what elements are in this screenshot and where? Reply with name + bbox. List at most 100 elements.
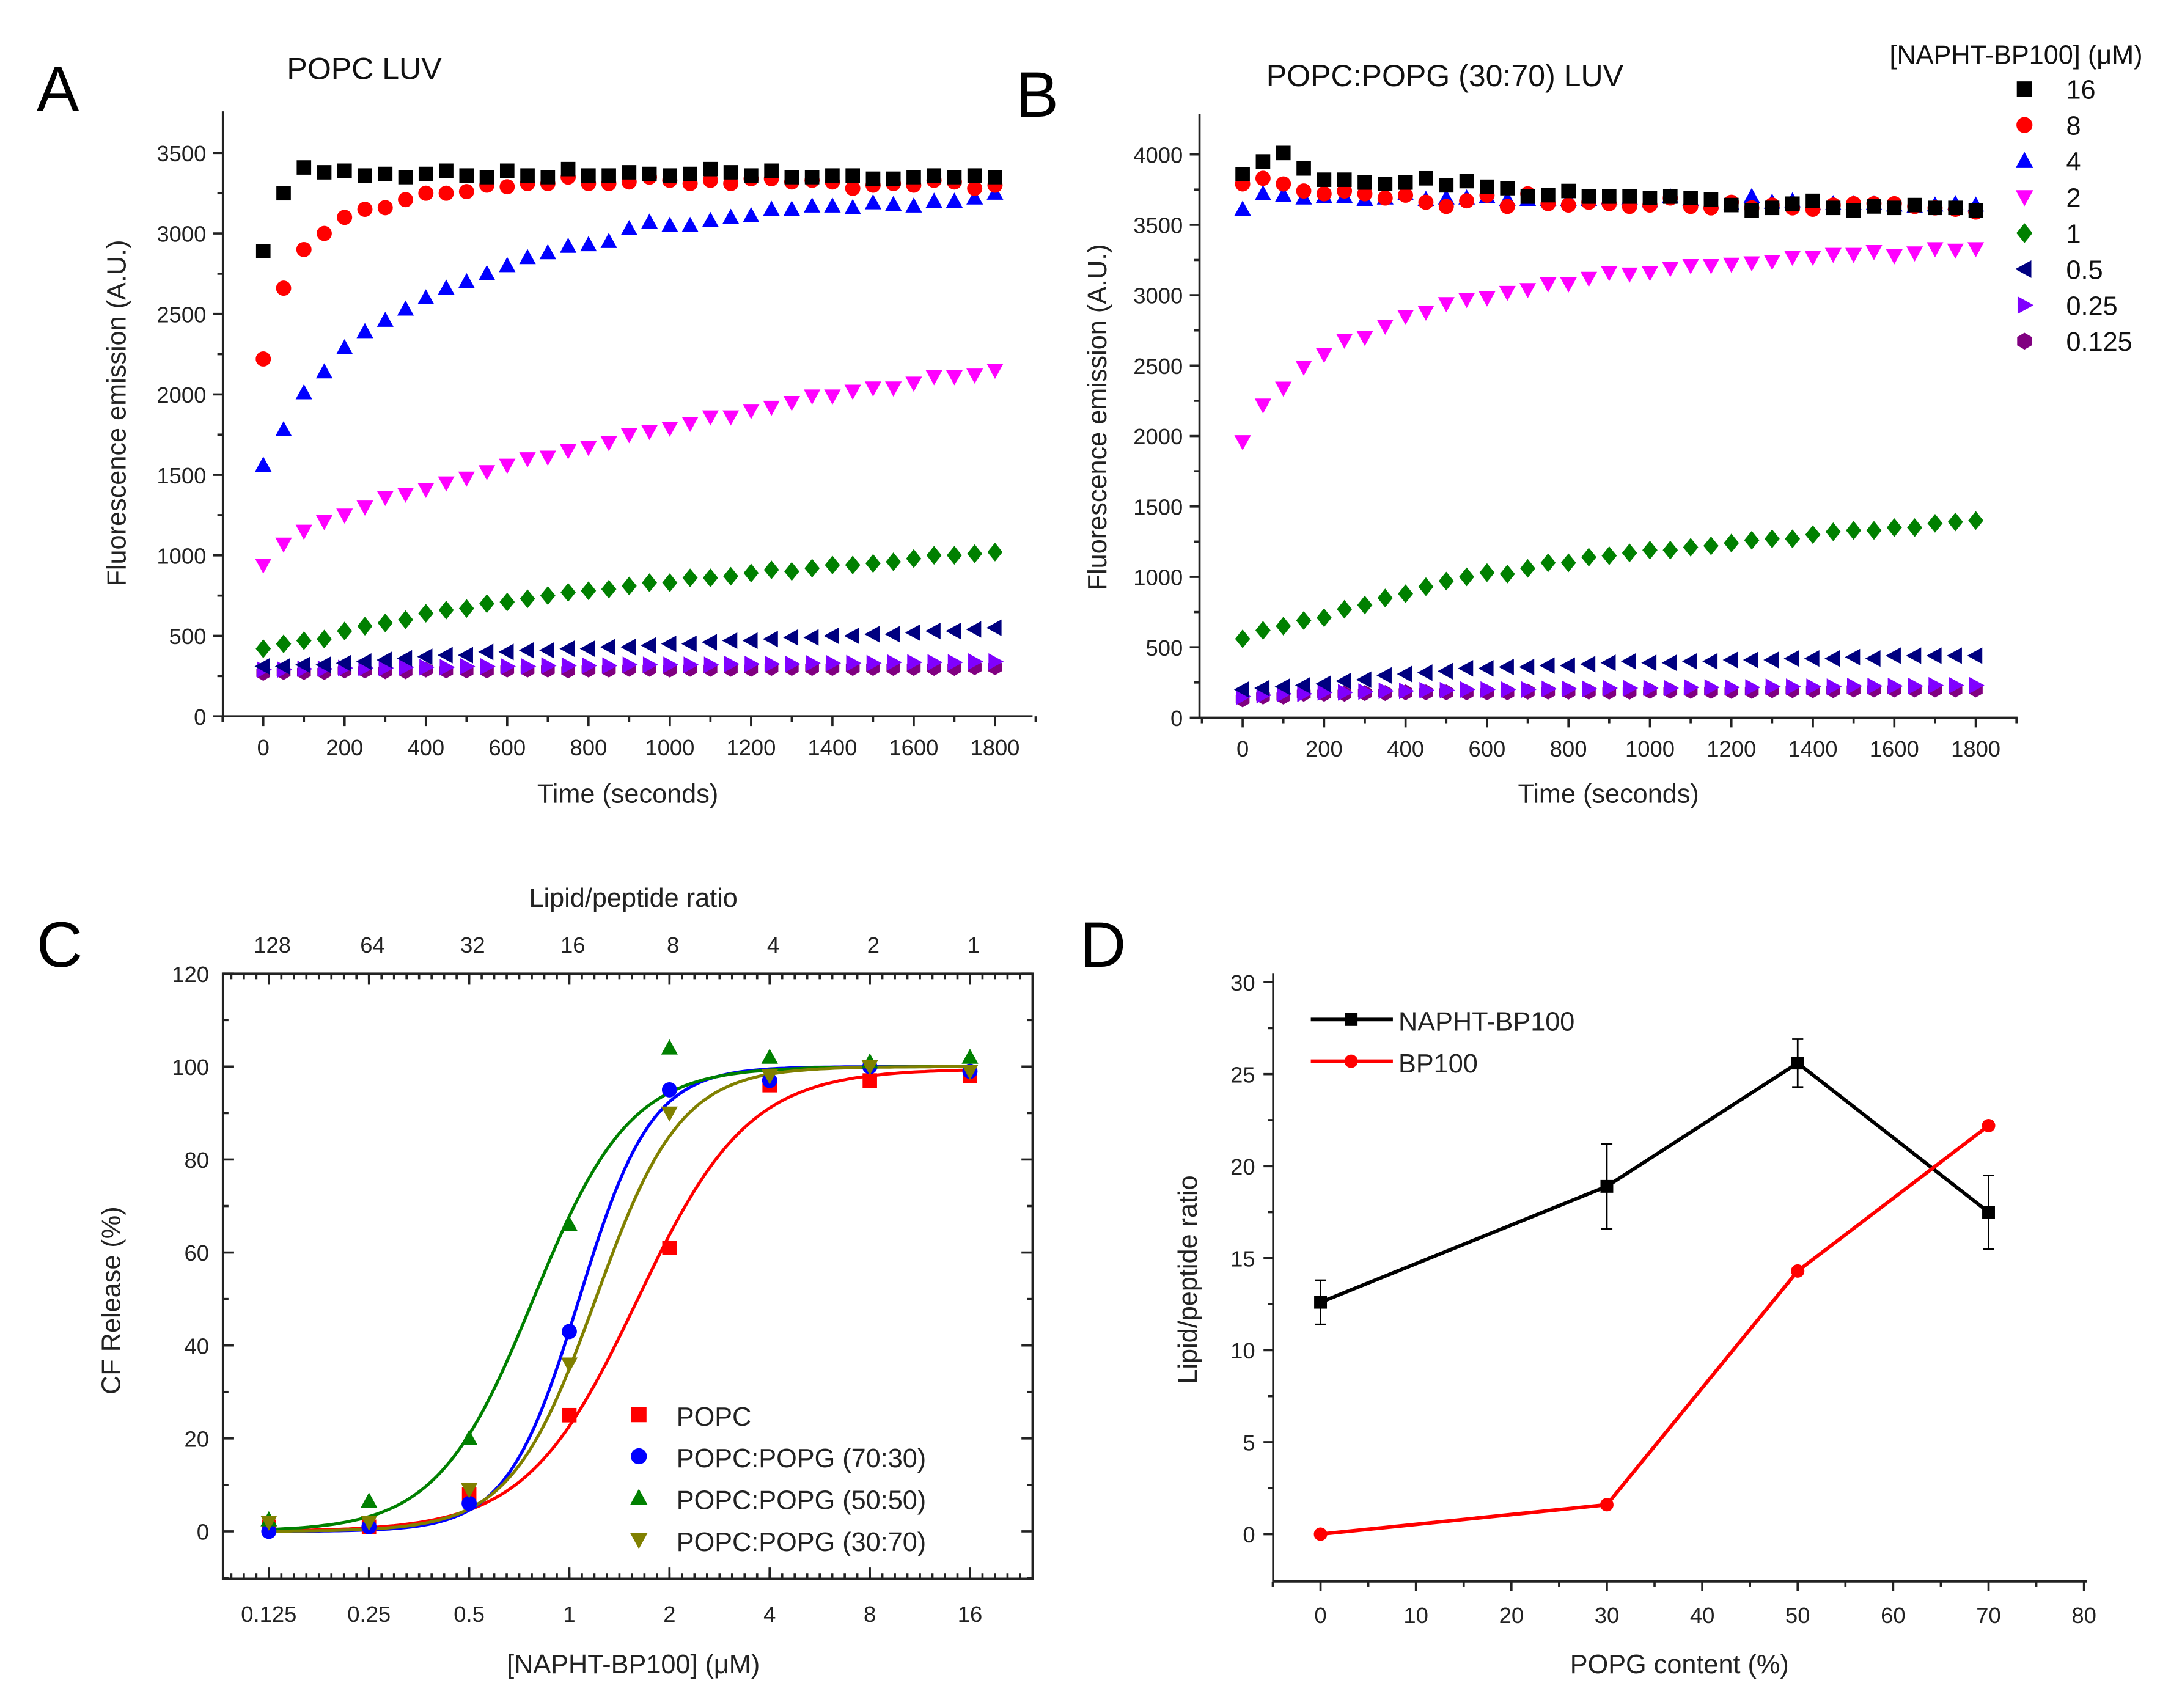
data-point (539, 244, 556, 260)
data-point (1235, 629, 1251, 648)
panel-b-ylabel: Fluorescence emission (A.U.) (1083, 244, 1112, 590)
data-point (844, 199, 861, 214)
data-point (1804, 650, 1820, 667)
data-point (1967, 647, 1983, 664)
x-tick-label: 0.25 (347, 1602, 391, 1627)
data-point (865, 171, 881, 186)
legend-marker (2015, 190, 2033, 207)
data-point (1275, 381, 1292, 397)
x-tick-label: 4 (763, 1602, 776, 1627)
data-point (1906, 246, 1923, 262)
data-point (398, 610, 413, 629)
data-point (968, 653, 983, 670)
data-point (861, 1060, 878, 1076)
panel-letter-b: B (1016, 59, 1059, 131)
data-point (1417, 306, 1434, 321)
data-point (1641, 654, 1657, 672)
data-point (824, 197, 841, 213)
data-point (295, 656, 310, 673)
data-point (1662, 262, 1679, 277)
data-point (418, 185, 434, 201)
data-point (296, 160, 312, 175)
data-point (681, 636, 697, 653)
data-point (1867, 199, 1881, 214)
data-point (1398, 188, 1414, 203)
data-point (1947, 243, 1964, 259)
data-point (560, 1357, 578, 1373)
legend-label: 4 (2066, 148, 2081, 177)
data-point (681, 417, 699, 433)
data-point (478, 265, 496, 280)
data-point (1313, 1527, 1328, 1541)
data-point (520, 589, 535, 609)
data-point (1317, 172, 1332, 187)
data-point (1460, 681, 1475, 698)
data-point (1501, 681, 1516, 698)
y-tick-label: 500 (169, 624, 207, 649)
x-tick-label: 200 (326, 735, 363, 760)
panel-letter-c: C (37, 909, 83, 981)
x-tick-label: 0.5 (454, 1602, 485, 1627)
top-x-tick-label: 1 (968, 933, 980, 958)
panel-d-ylabel: Lipid/peptide ratio (1174, 1175, 1203, 1384)
series-BP100 (1313, 1119, 1996, 1541)
panel-c-frame (221, 972, 1034, 1580)
x-tick-label: 600 (488, 735, 526, 760)
data-point (1561, 183, 1576, 199)
x-tick-label: 1600 (889, 735, 938, 760)
data-point (1791, 1264, 1805, 1278)
data-point (785, 655, 801, 673)
data-point (461, 1495, 477, 1511)
x-tick-label: 40 (1690, 1603, 1715, 1628)
x-tick-label: 1000 (1625, 736, 1675, 761)
data-point (337, 163, 352, 178)
data-point (540, 170, 556, 185)
legend-label: 16 (2066, 76, 2096, 105)
y-tick-label: 30 (1230, 970, 1255, 995)
data-point (845, 168, 860, 183)
x-tick-label: 1200 (1706, 736, 1756, 761)
fit-curve-3 (268, 1065, 970, 1533)
data-point (763, 200, 780, 216)
legend-marker (630, 1533, 648, 1549)
x-tick-label: 10 (1403, 1603, 1428, 1628)
data-point (987, 543, 1003, 562)
y-tick-label: 20 (1230, 1154, 1255, 1179)
data-point (1603, 680, 1618, 697)
data-point (1745, 679, 1761, 696)
legend-marker (2015, 152, 2033, 168)
data-point (681, 216, 699, 232)
data-point (1906, 647, 1922, 664)
x-tick-label: 80 (2071, 1603, 2096, 1628)
data-point (600, 436, 617, 452)
x-tick-label: 1800 (1951, 736, 2000, 761)
data-point (336, 508, 353, 524)
series-0.5 (1233, 647, 1983, 698)
data-point (479, 170, 494, 185)
data-point (1969, 676, 1985, 694)
data-point (804, 559, 820, 578)
data-point (1744, 203, 1759, 218)
data-point (905, 197, 922, 213)
data-point (784, 170, 799, 185)
data-point (1785, 529, 1801, 549)
y-tick-label: 120 (172, 962, 209, 987)
panel-letter-d: D (1080, 909, 1126, 981)
data-point (356, 653, 372, 670)
data-point (1682, 259, 1699, 274)
data-point (723, 175, 739, 191)
data-point (1865, 245, 1883, 260)
data-point (1804, 251, 1821, 266)
data-point (1968, 203, 1983, 218)
data-point (1418, 577, 1434, 596)
y-tick-label: 20 (184, 1426, 209, 1451)
data-point (1276, 617, 1291, 636)
data-point (560, 1215, 578, 1231)
data-point (317, 165, 332, 180)
data-point (703, 656, 719, 673)
data-point (581, 581, 597, 601)
data-point (1521, 681, 1537, 698)
data-point (438, 185, 454, 201)
data-point (1785, 196, 1800, 211)
data-point (315, 515, 333, 530)
